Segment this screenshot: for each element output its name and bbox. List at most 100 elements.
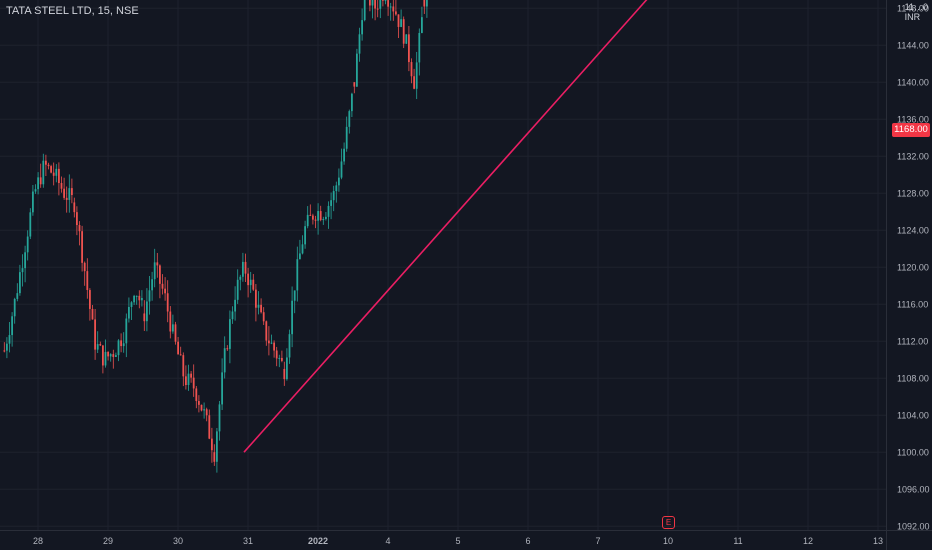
candle-body (169, 311, 172, 332)
candle-body (117, 340, 120, 356)
candle-body (177, 341, 179, 355)
candle-body (50, 166, 52, 173)
ascending-trendline (243, 0, 648, 453)
y-tick-label: 1092.00 (897, 522, 930, 532)
y-tick-label: 1100.00 (897, 448, 929, 458)
candle-body (91, 308, 94, 320)
symbol-title: TATA STEEL LTD, 15, NSE (6, 5, 139, 17)
candle-body (216, 431, 218, 462)
candle-body (408, 34, 410, 63)
candle-body (262, 312, 265, 322)
candle-body (340, 161, 343, 178)
candle-body (376, 8, 379, 10)
candle-body (268, 340, 270, 344)
candle-body (249, 279, 252, 286)
candle-body (426, 0, 428, 7)
candle-body (226, 348, 229, 350)
candle-body (384, 0, 387, 2)
x-tick-label: 6 (525, 536, 530, 546)
candle-body (327, 205, 330, 217)
candle-body (164, 288, 166, 294)
candle-body (410, 62, 413, 77)
candle-body (288, 334, 291, 358)
candle-body (343, 148, 345, 162)
x-tick-label: 28 (33, 536, 43, 546)
candle-body (195, 388, 198, 402)
candle-body (304, 226, 306, 245)
candle-body (21, 268, 24, 273)
candle-body (415, 62, 418, 89)
candle-body (387, 0, 389, 7)
candle-body (24, 252, 26, 269)
candle-body (332, 191, 335, 201)
candle-body (356, 53, 358, 87)
y-tick-label: 1144.00 (897, 41, 929, 51)
candle-body (405, 34, 408, 44)
candle-body (81, 231, 83, 263)
candle-body (112, 354, 115, 357)
candle-body (68, 188, 71, 200)
candle-body (190, 373, 192, 378)
candle-body (389, 6, 392, 8)
candle-body (172, 324, 174, 332)
y-tick-label: 1132.00 (897, 152, 929, 162)
candle-body (348, 111, 351, 127)
candle-body (32, 191, 34, 213)
candle-body (174, 324, 177, 342)
candle-body (395, 11, 397, 15)
candle-body (76, 212, 78, 226)
candle-body (361, 20, 363, 35)
earnings-badge-icon[interactable]: E (662, 516, 675, 529)
top-price-cut-label: 11…0 (904, 2, 928, 12)
candle-body (402, 19, 405, 44)
candle-body (52, 172, 55, 176)
y-tick-label: 1104.00 (897, 411, 929, 421)
candle-body (335, 185, 338, 192)
candle-body (392, 6, 395, 12)
candle-body (120, 340, 122, 347)
candle-body (45, 160, 47, 165)
candle-body (11, 316, 13, 336)
currency-label: 11…0 INR (905, 2, 928, 22)
candle-body (94, 319, 96, 350)
candle-body (211, 438, 213, 451)
candle-body (63, 188, 65, 198)
candle-body (115, 355, 117, 357)
candle-body (78, 225, 81, 232)
candle-body (374, 0, 376, 9)
candle-body (218, 404, 221, 432)
candle-body (47, 164, 50, 167)
y-tick-label: 1124.00 (897, 226, 929, 236)
candle-body (37, 177, 39, 190)
candle-body (358, 34, 361, 54)
x-tick-label: 30 (173, 536, 183, 546)
candle-body (223, 348, 226, 373)
candle-body (299, 253, 301, 260)
candle-body (283, 368, 286, 380)
candle-body (34, 189, 37, 192)
candle-body (39, 177, 42, 185)
y-tick-label: 1148.00 (897, 4, 929, 14)
x-tick-label: 10 (663, 536, 673, 546)
candle-body (312, 215, 314, 220)
candle-body (231, 311, 234, 320)
candle-body (130, 302, 133, 307)
candle-body (286, 357, 288, 380)
candle-body (3, 350, 6, 352)
candle-body (379, 0, 382, 9)
candle-body (423, 0, 426, 7)
y-tick-label: 1120.00 (897, 263, 929, 273)
candle-body (234, 299, 236, 312)
candle-body (125, 318, 128, 344)
candle-body (244, 261, 247, 274)
candle-body (421, 17, 423, 33)
candle-body (229, 319, 231, 349)
candle-body (239, 276, 242, 280)
candle-body (260, 304, 262, 313)
candle-body (296, 259, 299, 291)
y-tick-label: 1128.00 (897, 189, 929, 199)
candle-body (291, 300, 293, 335)
candle-body (242, 261, 244, 277)
